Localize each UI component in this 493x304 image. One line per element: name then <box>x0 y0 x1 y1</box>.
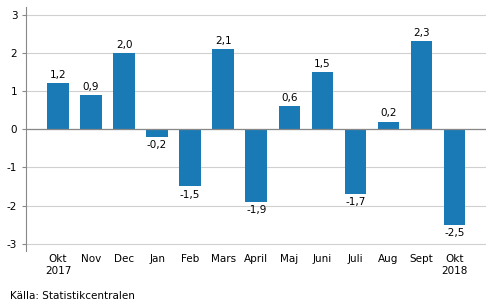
Bar <box>146 129 168 137</box>
Bar <box>179 129 201 186</box>
Text: 1,5: 1,5 <box>314 59 331 69</box>
Bar <box>411 41 432 129</box>
Text: -1,5: -1,5 <box>180 189 200 199</box>
Bar <box>345 129 366 194</box>
Bar <box>246 129 267 202</box>
Bar <box>113 53 135 129</box>
Bar <box>47 83 69 129</box>
Text: -1,7: -1,7 <box>345 197 365 207</box>
Text: -0,2: -0,2 <box>147 140 167 150</box>
Bar <box>279 106 300 129</box>
Text: Källa: Statistikcentralen: Källa: Statistikcentralen <box>10 291 135 301</box>
Text: 0,6: 0,6 <box>281 93 297 103</box>
Bar <box>212 49 234 129</box>
Text: 2,3: 2,3 <box>413 28 430 38</box>
Bar <box>80 95 102 129</box>
Text: 2,1: 2,1 <box>215 36 232 46</box>
Text: 1,2: 1,2 <box>50 70 66 80</box>
Text: -1,9: -1,9 <box>246 205 266 215</box>
Text: 2,0: 2,0 <box>116 40 132 50</box>
Text: 0,2: 0,2 <box>380 109 396 119</box>
Bar <box>378 122 399 129</box>
Text: -2,5: -2,5 <box>444 228 464 238</box>
Bar <box>444 129 465 225</box>
Bar <box>312 72 333 129</box>
Text: 0,9: 0,9 <box>83 82 99 92</box>
